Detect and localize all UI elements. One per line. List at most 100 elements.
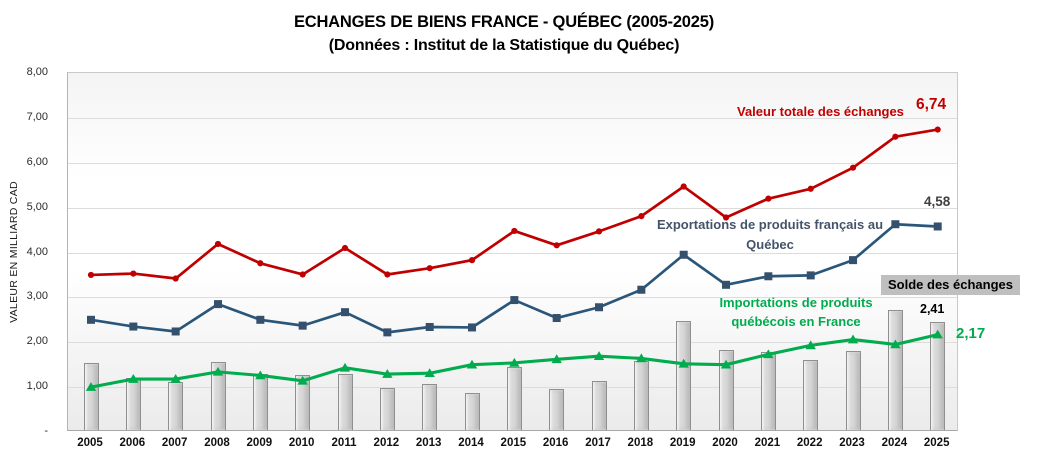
y-tick-label: 2,00 (26, 335, 48, 348)
x-tick-label-2023: 2023 (839, 437, 865, 449)
marker-circle-2024 (892, 133, 899, 140)
bar-solde-2019 (676, 320, 692, 430)
line-series-layer (85, 126, 943, 391)
marker-square-2024 (891, 220, 900, 229)
marker-triangle-2010 (297, 375, 308, 385)
marker-circle-2015 (511, 227, 518, 235)
bar-solde-2025 (930, 321, 946, 430)
marker-circle-2021 (765, 195, 772, 202)
y-tick-label: 3,00 (26, 290, 48, 303)
marker-triangle-2022 (805, 340, 816, 350)
x-tick-label-2017: 2017 (585, 437, 611, 449)
marker-circle-2006 (130, 270, 137, 277)
marker-square-2010 (298, 321, 307, 330)
marker-square-2005 (87, 315, 95, 324)
x-tick-label-2019: 2019 (669, 437, 696, 449)
marker-triangle-2007 (170, 374, 181, 383)
x-tick-label-2018: 2018 (627, 437, 654, 449)
marker-circle-2014 (468, 257, 476, 264)
marker-triangle-2015 (509, 357, 520, 367)
marker-triangle-2016 (551, 354, 562, 364)
bar-solde-2012 (379, 388, 395, 430)
bar-solde-2007 (168, 382, 184, 430)
gridline-6 (68, 162, 957, 164)
bar-solde-2010 (295, 374, 311, 430)
y-tick-label: 7,00 (26, 110, 48, 123)
x-tick-label-2008: 2008 (204, 437, 230, 449)
marker-square-2012 (383, 328, 392, 337)
plot-area (67, 72, 958, 431)
title-block: ECHANGES DE BIENS FRANCE - QUÉBEC (2005-… (0, 10, 1008, 57)
series-label-exports: Exportations de produits français au Qué… (656, 217, 884, 252)
marker-circle-2010 (299, 271, 306, 278)
marker-triangle-2024 (890, 339, 901, 349)
gridline-4 (68, 252, 957, 254)
marker-square-2007 (171, 327, 180, 336)
x-tick-label-2020: 2020 (712, 437, 738, 449)
marker-circle-2020 (722, 214, 730, 221)
x-tick-label-2021: 2021 (754, 437, 781, 449)
marker-triangle-2006 (128, 374, 139, 383)
bar-solde-2013 (422, 383, 438, 430)
y-tick-label: 8,00 (26, 66, 48, 78)
data-label-imports-2025: 2,17 (956, 325, 986, 342)
marker-circle-2019 (680, 183, 687, 190)
marker-square-2011 (341, 308, 350, 317)
marker-triangle-2018 (636, 353, 647, 363)
gridline-5 (68, 207, 957, 209)
marker-circle-2025 (934, 126, 941, 133)
marker-triangle-2012 (382, 369, 393, 378)
x-tick-label-2012: 2012 (373, 437, 400, 449)
x-tick-label-2013: 2013 (415, 437, 442, 449)
y-tick-label: 5,00 (26, 200, 48, 213)
marker-circle-2012 (384, 271, 391, 278)
marker-circle-2007 (172, 275, 179, 282)
data-label-solde-2025: 2,41 (920, 302, 945, 316)
marker-circle-2008 (214, 240, 222, 248)
marker-triangle-2005 (85, 382, 97, 391)
y-tick-label: 4,00 (26, 245, 48, 258)
marker-triangle-2020 (720, 359, 732, 369)
marker-square-2019 (679, 250, 688, 259)
y-tick-label: - (44, 425, 48, 437)
marker-square-2020 (722, 280, 731, 289)
marker-triangle-2009 (255, 370, 266, 380)
x-tick-label-2016: 2016 (542, 437, 569, 449)
marker-triangle-2013 (424, 368, 435, 378)
marker-square-2008 (214, 300, 223, 309)
marker-square-2021 (764, 272, 773, 281)
x-tick-label-2005: 2005 (77, 437, 103, 449)
x-tick-label-2024: 2024 (881, 437, 908, 449)
marker-square-2006 (129, 322, 138, 331)
marker-triangle-2025 (932, 329, 943, 339)
series-label-imports: Importations de produits québécois en Fr… (719, 295, 873, 329)
x-tick-label-2009: 2009 (246, 437, 273, 449)
bar-solde-2008 (210, 362, 226, 430)
x-tick-label-2011: 2011 (331, 437, 357, 449)
marker-circle-2009 (257, 260, 264, 267)
marker-square-2023 (849, 256, 858, 265)
marker-triangle-2019 (678, 358, 689, 368)
series-line-circle (90, 128, 938, 280)
series-label-total: Valeur totale des échanges (737, 104, 904, 119)
marker-circle-2011 (341, 244, 349, 252)
data-label-total-2025: 6,74 (916, 96, 947, 113)
bar-solde-2015 (506, 367, 522, 430)
gridline-7 (68, 117, 957, 119)
x-tick-label-2007: 2007 (161, 437, 188, 449)
marker-square-2016 (552, 314, 561, 323)
bar-solde-2017 (591, 381, 607, 430)
marker-square-2022 (806, 271, 815, 280)
marker-circle-2017 (595, 228, 603, 235)
marker-square-2013 (425, 322, 434, 331)
y-tick-label: 1,00 (26, 380, 48, 393)
x-tick-label-2022: 2022 (796, 437, 823, 449)
bar-solde-2011 (337, 374, 353, 430)
marker-circle-2005 (87, 271, 95, 279)
marker-triangle-2011 (339, 362, 351, 372)
bar-solde-2023 (845, 350, 861, 430)
bar-solde-2020 (718, 350, 734, 430)
x-tick-label-2010: 2010 (288, 437, 315, 449)
bar-solde-2016 (549, 388, 565, 430)
